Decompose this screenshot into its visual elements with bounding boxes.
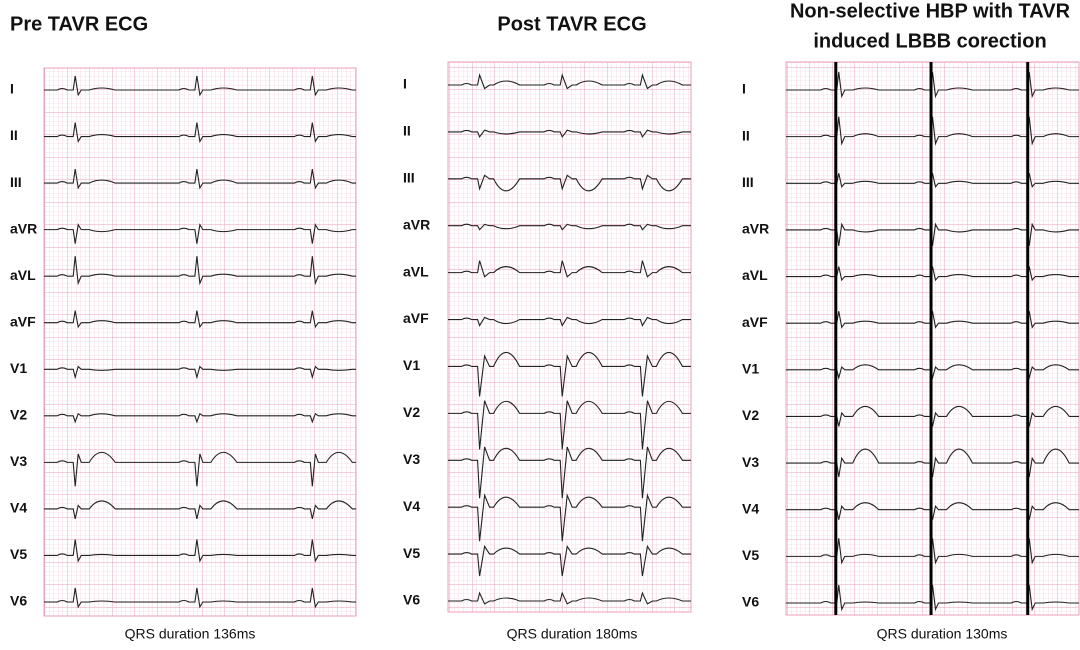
lead-label: V3: [10, 453, 27, 469]
lead-label: V5: [742, 547, 759, 563]
ecg-trace: [44, 75, 356, 97]
ecg-trace: [44, 451, 356, 487]
ecg-trace: [786, 71, 1079, 99]
ecg-trace: [448, 544, 691, 577]
lead-label: I: [10, 81, 14, 97]
ecg-trace: [44, 412, 356, 424]
lead-label: V3: [403, 451, 420, 467]
qrs-caption: QRS duration 130ms: [877, 626, 1008, 642]
panel-title: Pre TAVR ECG: [10, 13, 148, 35]
lead-label: V6: [742, 594, 759, 610]
ecg-grid: [447, 61, 692, 613]
lead-label: V1: [403, 357, 420, 373]
lead-label: V1: [10, 360, 27, 376]
ecg-trace: [44, 256, 356, 286]
ecg-grid: [43, 67, 357, 617]
ecg-trace: [448, 351, 691, 397]
panel-title: Non-selective HBP with TAVR: [790, 0, 1071, 22]
ecg-trace: [448, 129, 691, 139]
lead-label: V5: [10, 546, 27, 562]
ecg-trace: [786, 266, 1079, 282]
lead-label: V5: [403, 545, 420, 561]
lead-label: aVR: [403, 216, 430, 232]
ecg-trace: [448, 446, 691, 499]
lead-label: aVL: [10, 267, 36, 283]
lead-label: aVF: [742, 314, 768, 330]
ecg-trace: [44, 310, 356, 329]
qrs-caption: QRS duration 136ms: [125, 626, 256, 642]
lead-label: I: [742, 81, 746, 97]
lead-label: V1: [742, 361, 759, 377]
lead-label: V4: [10, 500, 27, 516]
ecg-trace: [448, 316, 691, 327]
ecg-trace: [786, 311, 1079, 329]
lead-label: aVF: [403, 310, 429, 326]
qrs-caption: QRS duration 180ms: [507, 626, 638, 642]
lead-label: aVL: [403, 263, 429, 279]
lead-label: V2: [10, 407, 27, 423]
ecg-trace: [44, 223, 356, 244]
ecg-trace: [44, 500, 356, 520]
lead-label: V2: [742, 407, 759, 423]
ecg-trace: [44, 122, 356, 144]
lead-label: III: [10, 174, 22, 190]
lead-label: V6: [403, 592, 420, 608]
lead-label: II: [403, 123, 411, 139]
lead-label: aVL: [742, 267, 768, 283]
ecg-trace: [448, 72, 691, 90]
lead-label: V2: [403, 404, 420, 420]
lead-label: III: [742, 174, 754, 190]
lead-label: aVR: [10, 220, 37, 236]
ecg-trace: [786, 364, 1079, 380]
ecg-trace: [448, 591, 691, 605]
ecg-trace: [786, 222, 1079, 246]
lead-label: III: [403, 170, 415, 186]
ecg-trace: [786, 173, 1079, 188]
ecg-trace: [448, 174, 691, 192]
ecg-trace: [786, 502, 1079, 520]
ecg-trace: [44, 169, 356, 190]
panel-title: Post TAVR ECG: [497, 13, 646, 35]
ecg-trace: [786, 405, 1079, 427]
lead-label: II: [10, 127, 18, 143]
ecg-trace: [448, 493, 691, 542]
ecg-trace: [786, 584, 1079, 612]
ecg-trace: [786, 448, 1079, 478]
lead-label: II: [742, 127, 750, 143]
lead-label: V4: [403, 498, 420, 514]
ecg-trace: [448, 260, 691, 278]
lead-label: aVF: [10, 313, 36, 329]
ecg-trace: [786, 538, 1079, 565]
ecg-trace: [786, 116, 1079, 146]
lead-label: V6: [10, 593, 27, 609]
ecg-trace: [44, 587, 356, 609]
ecg-trace: [448, 400, 691, 450]
lead-label: aVR: [742, 221, 769, 237]
lead-label: V4: [742, 500, 759, 516]
lead-label: V3: [742, 454, 759, 470]
ecg-trace: [44, 365, 356, 380]
panel-title: induced LBBB corection: [813, 30, 1046, 52]
ecg-trace: [448, 223, 691, 231]
lead-label: I: [403, 76, 407, 92]
ecg-trace: [44, 539, 356, 563]
